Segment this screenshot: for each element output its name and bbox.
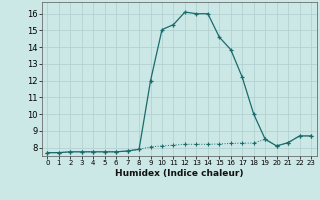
X-axis label: Humidex (Indice chaleur): Humidex (Indice chaleur) [115, 169, 244, 178]
